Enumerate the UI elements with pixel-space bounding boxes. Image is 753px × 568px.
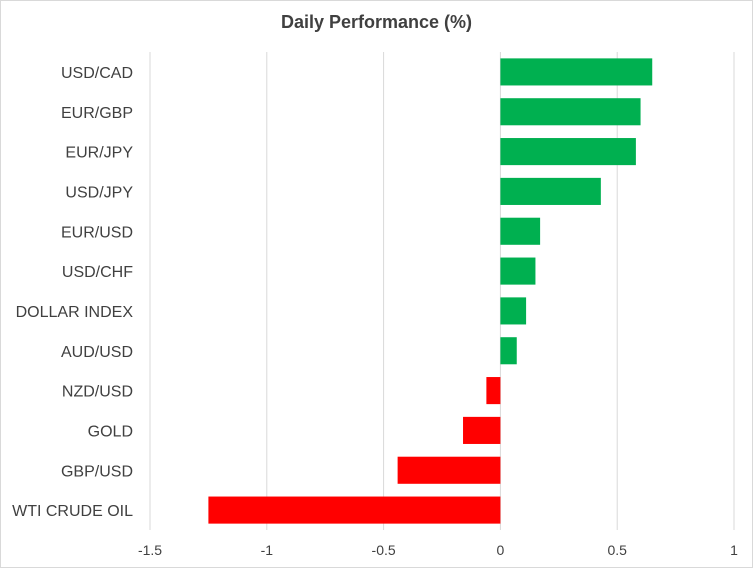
- bar-usd-chf: [500, 257, 536, 285]
- category-label: AUD/USD: [61, 344, 133, 361]
- gridlines: [149, 52, 735, 530]
- bar-eur-usd: [500, 217, 541, 245]
- chart-title: Daily Performance (%): [280, 12, 473, 32]
- category-label: WTI CRUDE OIL: [12, 503, 133, 520]
- bar-dollar-index: [500, 297, 527, 325]
- x-tick-label: 1: [730, 542, 738, 558]
- x-tick-label: -1: [261, 542, 274, 558]
- category-labels: USD/CAD EUR/GBP EUR/JPY USD/JPY EUR/USD USD/C…: [12, 65, 133, 520]
- bar-gold: [463, 416, 501, 444]
- category-label: GOLD: [88, 423, 133, 440]
- category-label: EUR/USD: [61, 224, 133, 241]
- bar-eur-gbp: [500, 98, 641, 126]
- bars: [208, 58, 653, 524]
- x-tick-label: 0.5: [607, 542, 627, 558]
- category-label: NZD/USD: [62, 384, 133, 401]
- category-label: USD/CAD: [61, 65, 133, 82]
- category-label: DOLLAR INDEX: [16, 304, 134, 321]
- x-tick-labels: -1.5 -1 -0.5 0 0.5 1: [138, 542, 738, 558]
- bar-usd-jpy: [500, 177, 601, 205]
- category-label: GBP/USD: [61, 463, 133, 480]
- x-tick-label: -1.5: [138, 542, 162, 558]
- x-tick-label: -0.5: [372, 542, 396, 558]
- bar-gbp-usd: [397, 456, 501, 484]
- category-label: EUR/GBP: [61, 105, 133, 122]
- bar-eur-jpy: [500, 138, 636, 166]
- bar-usd-cad: [500, 58, 653, 86]
- bar-aud-usd: [500, 337, 517, 365]
- category-label: USD/JPY: [65, 184, 133, 201]
- bar-wti-crude-oil: [208, 496, 501, 524]
- bar-nzd-usd: [486, 377, 501, 405]
- category-label: EUR/JPY: [65, 145, 133, 162]
- x-tick-label: 0: [497, 542, 505, 558]
- category-label: USD/CHF: [62, 264, 133, 281]
